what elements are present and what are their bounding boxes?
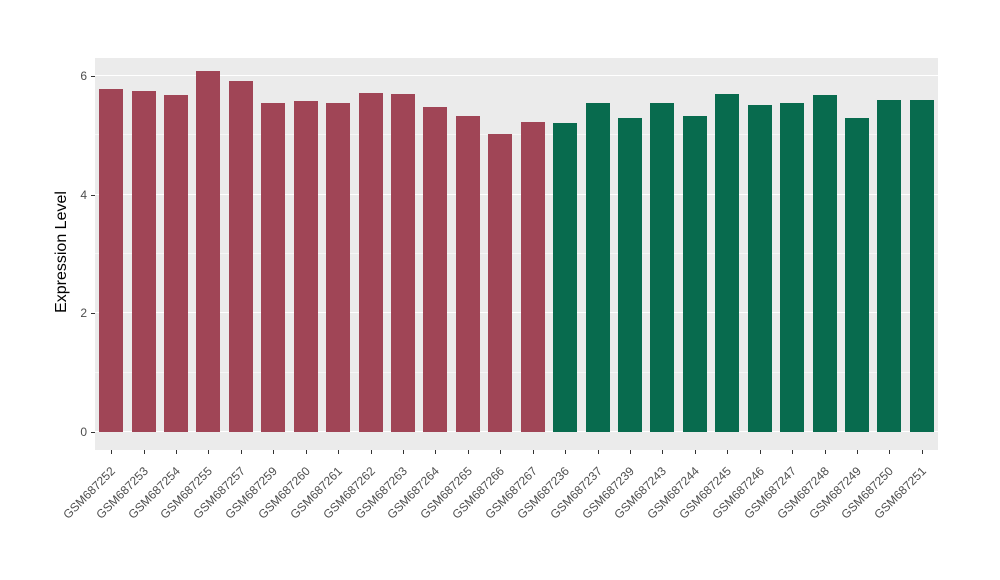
y-tick-mark [91, 194, 95, 196]
x-tick-mark [208, 450, 210, 454]
x-tick-mark [565, 450, 567, 454]
x-tick-mark [597, 450, 599, 454]
y-tick-label: 6 [80, 69, 87, 84]
x-tick-mark [435, 450, 437, 454]
bar [617, 117, 642, 432]
x-tick-mark [143, 450, 145, 454]
x-tick-mark [792, 450, 794, 454]
x-tick-mark [532, 450, 534, 454]
x-tick-mark [273, 450, 275, 454]
x-tick-mark [856, 450, 858, 454]
y-tick-label: 2 [80, 306, 87, 321]
bar [877, 99, 902, 432]
x-tick-mark [370, 450, 372, 454]
x-tick-mark [240, 450, 242, 454]
x-tick-mark [759, 450, 761, 454]
bar [747, 104, 772, 432]
bar [293, 100, 318, 432]
bar [650, 102, 675, 432]
major-gridline [95, 431, 938, 432]
y-tick-mark [91, 313, 95, 315]
x-tick-mark [467, 450, 469, 454]
x-tick-mark [305, 450, 307, 454]
bar [131, 90, 156, 432]
bar [326, 102, 351, 432]
bar [358, 92, 383, 432]
x-tick-mark [921, 450, 923, 454]
bar [585, 102, 610, 432]
x-tick-mark [824, 450, 826, 454]
x-tick-mark [111, 450, 113, 454]
x-tick-mark [629, 450, 631, 454]
bar [228, 80, 253, 432]
x-tick-mark [889, 450, 891, 454]
x-tick-mark [500, 450, 502, 454]
bar [261, 102, 286, 432]
bar [455, 116, 480, 432]
x-tick-mark [403, 450, 405, 454]
x-tick-mark [694, 450, 696, 454]
bar [844, 117, 869, 432]
minor-gridline [95, 371, 938, 373]
bar [812, 95, 837, 432]
bar [909, 99, 934, 432]
bar [488, 134, 513, 432]
x-tick-mark [338, 450, 340, 454]
major-gridline [95, 75, 938, 77]
x-tick-mark [176, 450, 178, 454]
y-tick-mark [91, 76, 95, 78]
bar [780, 102, 805, 432]
y-tick-label: 0 [80, 425, 87, 439]
bar [423, 106, 448, 432]
bar [715, 93, 740, 432]
minor-gridline [95, 253, 938, 255]
x-tick-mark [662, 450, 664, 454]
y-tick-mark [91, 432, 95, 433]
bar [520, 122, 545, 432]
bar [99, 89, 124, 432]
y-tick-label: 4 [80, 187, 87, 202]
major-gridline [95, 193, 938, 195]
x-tick-mark [727, 450, 729, 454]
y-axis-title: Expression Level [53, 191, 70, 313]
bar [164, 95, 189, 432]
minor-gridline [95, 134, 938, 136]
bar [391, 93, 416, 432]
major-gridline [95, 312, 938, 314]
chart-panel [95, 58, 938, 450]
bar [553, 123, 578, 432]
bar [682, 116, 707, 432]
bar [196, 71, 221, 432]
